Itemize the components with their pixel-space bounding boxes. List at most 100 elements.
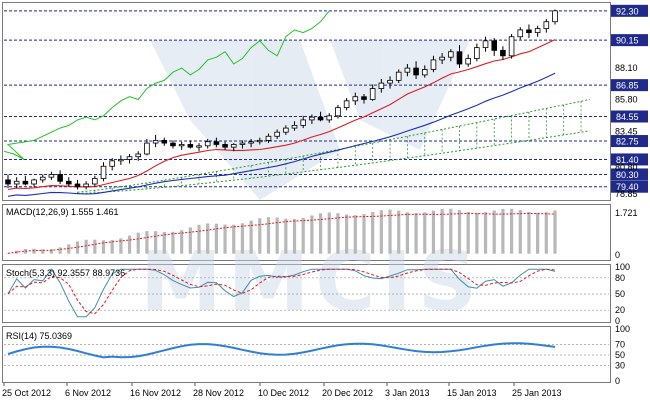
candle-body — [187, 144, 194, 148]
candle-body — [239, 142, 246, 145]
macd-bar — [501, 208, 505, 254]
candle-body — [300, 119, 306, 126]
candle-body — [274, 131, 280, 137]
rsi-gridlines — [4, 344, 609, 366]
macd-bar — [136, 232, 140, 254]
kijun-line — [7, 72, 556, 197]
macd-bar — [119, 238, 123, 254]
candle-body — [31, 179, 37, 185]
macd-bar — [509, 208, 514, 254]
macd-bar — [188, 227, 192, 254]
macd-bar — [275, 217, 279, 254]
candle-body — [395, 71, 402, 81]
candle-body — [283, 127, 289, 133]
price-badge: 82.75 — [611, 135, 648, 148]
stoch-scale-label: 50 — [615, 289, 625, 299]
rsi-scale-label: 0 — [615, 376, 620, 386]
price-axis-labels: 88.10 85.80 83.45 80.80 78.85 — [615, 63, 638, 199]
x-axis-label: 10 Dec 2012 — [258, 388, 309, 398]
candle-body — [230, 144, 237, 148]
macd-bar — [345, 214, 349, 254]
macd-bar — [405, 212, 409, 254]
macd-bar — [258, 218, 262, 254]
macd-bar — [93, 239, 97, 254]
macd-bar — [527, 211, 531, 254]
price-badge-text: 79.40 — [616, 182, 639, 192]
price-badge: 80.30 — [611, 168, 648, 181]
candle-body — [74, 183, 81, 188]
price-badge-bg — [611, 180, 648, 193]
macd-bar — [162, 231, 166, 254]
stoch-scale-label: 0 — [615, 316, 620, 326]
price-badge: 84.55 — [611, 110, 648, 123]
candle-body — [309, 116, 315, 121]
candle-body — [222, 144, 228, 148]
macd-signal — [7, 212, 556, 254]
candle-body — [265, 135, 272, 141]
rsi-scale-label: 50 — [615, 350, 625, 360]
macd-bar — [536, 212, 540, 254]
price-badge-text: 82.75 — [616, 137, 639, 147]
price-badge: 92.30 — [611, 4, 648, 17]
macd-bar — [110, 240, 114, 254]
candle-body — [317, 116, 324, 121]
x-axis: 25 Oct 2012 6 Nov 2012 16 Nov 2012 28 Nov 2… — [2, 383, 562, 398]
candle-body — [352, 96, 359, 102]
candle-body — [65, 180, 72, 185]
rsi-scale-label: 70 — [615, 340, 625, 350]
price-level-badges: 92.30 90.15 86.85 84.55 82.75 81.40 80.30 79.40 — [611, 4, 648, 193]
x-axis-label: 25 Oct 2012 — [2, 388, 51, 398]
candle-body — [326, 115, 333, 121]
candle-body — [421, 69, 428, 76]
x-axis-label: 28 Nov 2012 — [193, 388, 244, 398]
macd-bar — [6, 253, 10, 254]
price-badge: 86.85 — [611, 79, 648, 92]
macd-bar — [32, 248, 36, 254]
x-axis-label: 3 Jan 2013 — [385, 388, 430, 398]
price-badge-text: 81.40 — [616, 155, 639, 165]
candle-body — [161, 139, 168, 144]
candle-body — [39, 176, 46, 181]
candle-body — [213, 141, 220, 145]
candle-body — [144, 142, 150, 155]
candle-body — [109, 160, 115, 167]
candle-body — [22, 180, 29, 185]
macd-bar — [518, 210, 522, 254]
candle-body — [343, 100, 350, 109]
candle-body — [335, 107, 341, 117]
cloud-span-b — [77, 130, 590, 194]
candle-body — [152, 139, 159, 144]
macd-bar — [457, 210, 462, 254]
price-axis-label: 88.10 — [615, 63, 638, 73]
macd-bar — [318, 213, 323, 254]
price-badge-bg — [611, 79, 648, 92]
candle-body — [552, 10, 558, 23]
macd-bar — [67, 244, 71, 254]
macd-bar — [197, 224, 201, 254]
candle-body — [482, 40, 489, 49]
macd-scale-top: 1.721 — [615, 208, 638, 218]
price-badge-bg — [611, 135, 648, 148]
macd-bar — [266, 217, 271, 254]
candle-body — [387, 79, 393, 84]
candle-body — [500, 49, 506, 57]
macd-bar — [327, 212, 331, 254]
macd-bar — [145, 231, 149, 254]
macd-bar — [58, 247, 62, 254]
chikou-line — [3, 10, 330, 160]
candlesticks — [5, 9, 558, 190]
price-axis-label: 83.45 — [615, 127, 638, 137]
macd-bar — [397, 210, 401, 254]
price-axis-label: 78.85 — [615, 189, 638, 199]
candle-body — [369, 88, 376, 100]
macd-title: MACD(12,26,9) 1.555 1.461 — [6, 207, 119, 217]
macd-bar — [440, 208, 444, 254]
stoch-scale-label: 20 — [615, 305, 625, 315]
macd-bar — [379, 210, 383, 254]
candle-body — [204, 141, 211, 147]
x-axis-label: 25 Jan 2013 — [512, 388, 562, 398]
price-badge-bg — [611, 110, 648, 123]
macd-bar — [223, 224, 227, 254]
